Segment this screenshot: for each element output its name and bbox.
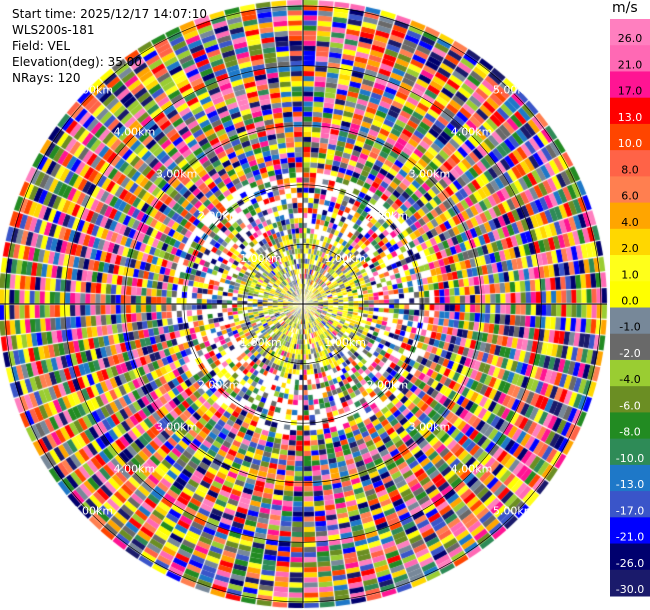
colorbar-swatch — [610, 45, 650, 72]
range-label: 4.00km — [451, 125, 493, 138]
range-label: 3.00km — [409, 420, 451, 433]
range-ring-1km — [243, 244, 363, 364]
range-label: 1.00km — [240, 336, 282, 349]
colorbar-tick-label: 17.0 — [618, 85, 643, 98]
range-ring-2km — [183, 184, 423, 424]
colorbar-swatch — [610, 19, 650, 46]
field-text: Field: VEL — [12, 39, 71, 53]
elevation-text: Elevation(deg): 35.00 — [12, 55, 142, 69]
colorbar-tick-label: 8.0 — [621, 163, 639, 176]
colorbar-tick-label: 10.0 — [618, 137, 643, 150]
colorbar-tick-label: -21.0 — [616, 531, 644, 544]
colorbar-swatch — [610, 333, 650, 361]
colorbar-swatch — [610, 123, 650, 151]
range-label: 3.00km — [409, 168, 451, 181]
colorbar-swatch — [610, 491, 650, 518]
range-label: 2.00km — [366, 378, 408, 391]
range-label: 3.00km — [156, 420, 198, 433]
colorbar-swatch — [610, 359, 650, 387]
range-label: 5.00km — [493, 83, 535, 96]
colorbar-swatch — [610, 97, 650, 125]
colorbar-swatch — [610, 464, 650, 492]
range-label: 2.00km — [198, 210, 240, 223]
colorbar-swatch — [610, 438, 650, 466]
range-label: 4.00km — [114, 463, 156, 476]
range-label: 1.00km — [324, 336, 366, 349]
colorbar-tick-label: -26.0 — [616, 557, 644, 570]
range-label: 1.00km — [324, 252, 366, 265]
range-ring-4km — [64, 65, 542, 543]
range-label: 3.00km — [156, 168, 198, 181]
colorbar-tick-label: -4.0 — [619, 373, 640, 386]
range-label: 5.00km — [493, 505, 535, 518]
colorbar-tick-label: -13.0 — [616, 478, 644, 491]
colorbar-tick-label: -2.0 — [619, 347, 640, 360]
colorbar-tick-label: 1.0 — [621, 268, 639, 281]
colorbar-tick-label: 2.0 — [621, 242, 639, 255]
colorbar-tick-label: 21.0 — [618, 58, 643, 71]
colorbar-swatch — [610, 307, 650, 335]
colorbar-tick-label: -6.0 — [619, 399, 640, 412]
colorbar-tick-label: -1.0 — [619, 321, 640, 334]
range-label: 1.00km — [240, 252, 282, 265]
colorbar-swatch — [610, 517, 650, 545]
colorbar-tick-label: -30.0 — [616, 583, 644, 596]
range-label: 5.00km — [72, 83, 114, 96]
range-label: 5.00km — [72, 505, 114, 518]
colorbar-tick-label: -8.0 — [619, 426, 640, 439]
colorbar-tick-label: 6.0 — [621, 190, 639, 203]
scan-info: Start time: 2025/12/17 14:07:10 WLS200s-… — [12, 6, 207, 86]
range-label: 4.00km — [114, 125, 156, 138]
range-label: 4.00km — [451, 463, 493, 476]
colorbar-swatch — [610, 255, 650, 282]
colorbar-swatch — [610, 281, 650, 308]
colorbar-swatch — [610, 150, 650, 177]
colorbar-tick-label: 13.0 — [618, 111, 643, 124]
colorbar-swatch — [610, 543, 650, 571]
start-time-text: Start time: 2025/12/17 14:07:10 — [12, 7, 207, 21]
colorbar-swatch — [610, 228, 650, 256]
colorbar-swatch — [610, 202, 650, 230]
colorbar-swatch — [610, 412, 650, 440]
range-label: 2.00km — [198, 378, 240, 391]
colorbar-tick-label: 4.0 — [621, 216, 639, 229]
colorbar-title: m/s — [612, 0, 638, 16]
colorbar-swatch — [610, 569, 650, 597]
range-label: 2.00km — [366, 210, 408, 223]
nrays-text: NRays: 120 — [12, 71, 81, 85]
colorbar-tick-label: 26.0 — [618, 32, 643, 45]
range-ring-5km — [4, 5, 602, 603]
colorbar-swatch — [610, 71, 650, 99]
colorbar-swatch — [610, 176, 650, 204]
range-ring-3km — [123, 124, 483, 484]
colorbar-tick-label: -10.0 — [616, 452, 644, 465]
colorbar-tick-label: -17.0 — [616, 504, 644, 517]
station-text: WLS200s-181 — [12, 23, 95, 37]
colorbar-tick-label: 0.0 — [621, 295, 639, 308]
colorbar-swatch — [610, 386, 650, 413]
